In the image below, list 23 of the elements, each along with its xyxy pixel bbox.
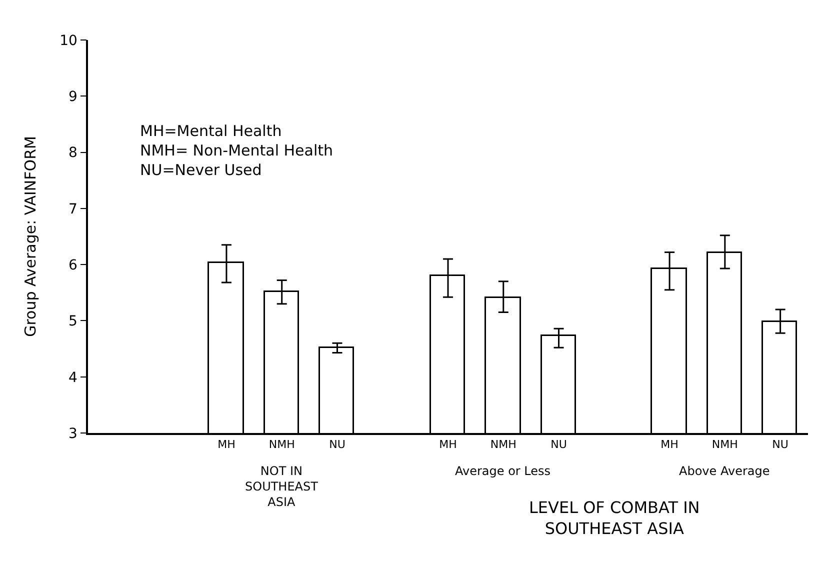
y-tick-label: 3 xyxy=(68,426,78,442)
y-tick-label: 6 xyxy=(68,257,78,274)
y-axis-title: Group Average: VAINFORM xyxy=(21,136,40,337)
x-tick-label: NMH xyxy=(268,438,295,451)
x-tick-label: MH xyxy=(660,438,678,451)
y-tick-label: 9 xyxy=(68,89,78,106)
text: Above Average xyxy=(679,464,770,478)
x-axis-title: LEVEL OF COMBAT IN SOUTHEAST ASIA xyxy=(529,498,700,538)
x-tick-label: MH xyxy=(218,438,236,451)
y-tick-label: 7 xyxy=(68,201,78,218)
x-tick-label: NU xyxy=(772,438,788,451)
x-tick-label: NU xyxy=(329,438,346,451)
y-tick-label: 4 xyxy=(68,370,78,386)
annotation: MH=Mental Health NMH= Non-Mental Health NU=Never Used xyxy=(140,122,334,179)
y-tick-label: 5 xyxy=(68,314,78,330)
text: Average or Less xyxy=(455,464,551,478)
x-tick-label: NMH xyxy=(490,438,516,451)
y-tick-label: 8 xyxy=(68,145,78,162)
y-tick-label: 10 xyxy=(60,32,78,49)
text: NOT IN SOUTHEAST ASIA xyxy=(245,464,319,510)
x-tick-label: NU xyxy=(550,438,567,451)
x-tick-label: MH xyxy=(439,438,457,451)
x-tick-label: NMH xyxy=(712,438,738,451)
